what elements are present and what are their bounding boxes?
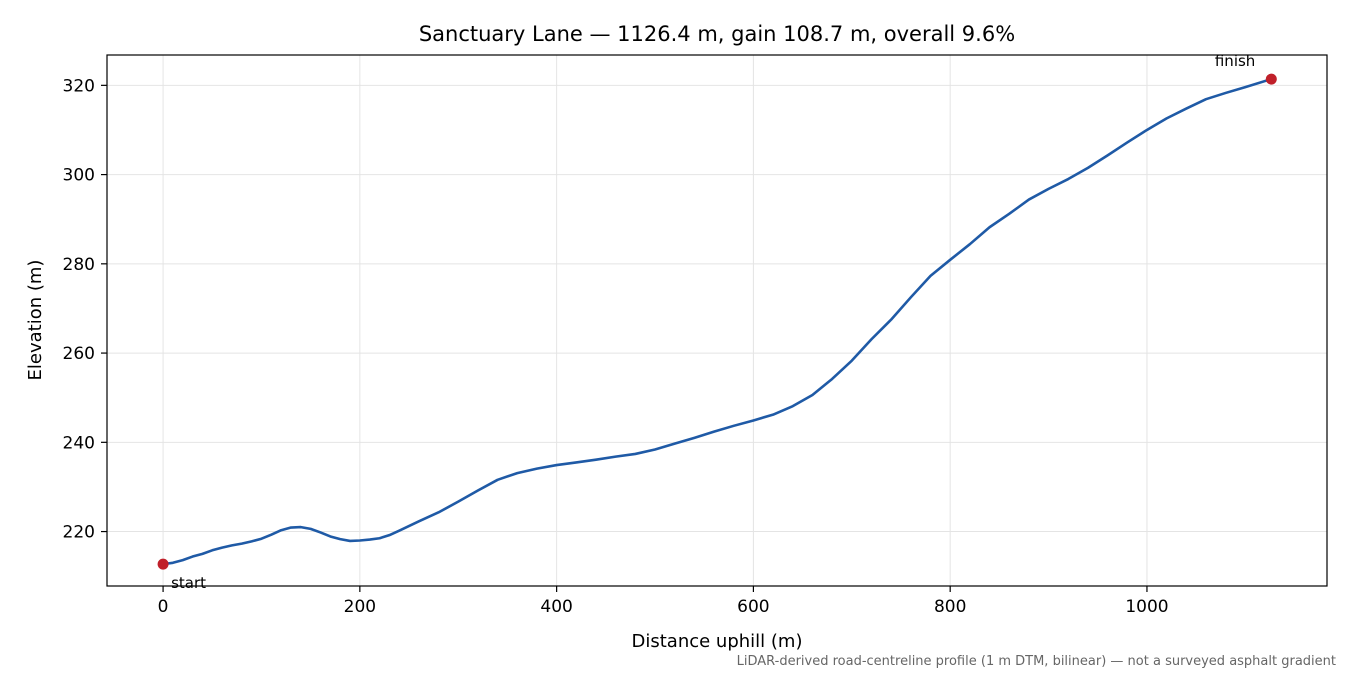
- x-tick-label: 200: [344, 597, 376, 617]
- plot-frame: [106, 54, 1328, 587]
- y-tick-label: 240: [63, 433, 95, 453]
- footnote: LiDAR-derived road-centreline profile (1…: [737, 654, 1336, 669]
- y-tick-label: 280: [63, 255, 95, 275]
- y-tick-label: 220: [63, 523, 95, 543]
- y-tick-label: 320: [63, 76, 95, 96]
- x-axis-ticks: 0 200 400 600 800 1000: [158, 586, 1169, 617]
- y-axis-ticks: 220 240 260 280 300 320: [63, 76, 107, 543]
- x-tick-label: 600: [737, 597, 769, 617]
- x-axis-label: Distance uphill (m): [632, 631, 803, 652]
- marker-start: [157, 558, 169, 570]
- y-axis-label: Elevation (m): [25, 260, 46, 381]
- marker-label-finish: finish: [1215, 52, 1255, 70]
- y-tick-label: 260: [63, 344, 95, 364]
- y-tick-label: 300: [63, 166, 95, 186]
- x-tick-label: 400: [540, 597, 572, 617]
- marker-finish: [1265, 73, 1277, 85]
- endpoint-markers: start finish: [157, 52, 1277, 592]
- marker-label-start: start: [171, 574, 206, 592]
- chart-title: Sanctuary Lane — 1126.4 m, gain 108.7 m,…: [419, 22, 1015, 46]
- x-tick-label: 1000: [1125, 597, 1168, 617]
- x-tick-label: 800: [934, 597, 966, 617]
- series-line-elevation: [162, 77, 1272, 566]
- x-tick-label: 0: [158, 597, 169, 617]
- grid-lines: [107, 55, 1327, 586]
